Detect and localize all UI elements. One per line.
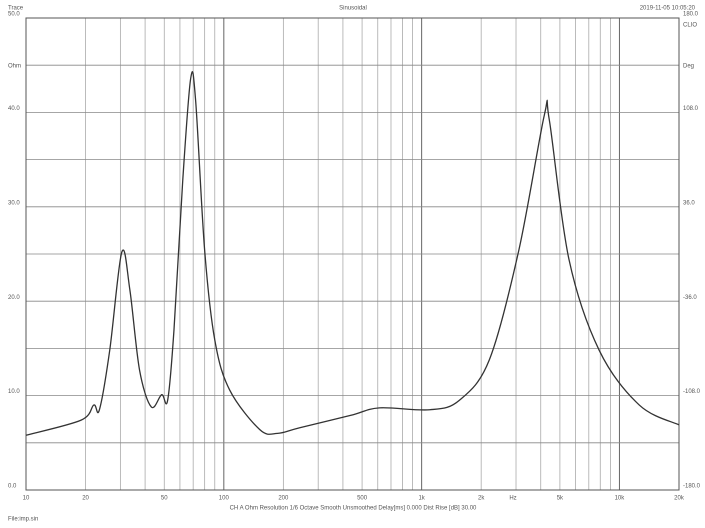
y-tick-label: 50.0 <box>8 12 20 18</box>
y2-tick-label: -36.0 <box>683 295 697 301</box>
x-tick-label: 20 <box>82 496 89 502</box>
y2-tick-label: 108.0 <box>683 106 699 112</box>
timestamp: 2019-11-05 10:05:20 <box>640 6 696 12</box>
x-axis-label: Hz <box>509 496 516 502</box>
y2-axis-label: Deg <box>683 64 694 70</box>
x-tick-label: 200 <box>278 496 289 502</box>
x-tick-label: 10k <box>615 496 626 502</box>
x-tick-label: 5k <box>557 496 564 502</box>
file-label: File:imp.sin <box>8 517 38 523</box>
y-tick-label: 30.0 <box>8 200 20 206</box>
y-axis-label: Ohm <box>8 64 21 70</box>
y-tick-label: 0.0 <box>8 484 17 490</box>
x-tick-label: 500 <box>357 496 368 502</box>
impedance-curve <box>25 71 680 436</box>
footer: CH A Ohm Resolution 1/6 Octave Smooth Un… <box>230 506 477 512</box>
x-tick-label: 100 <box>219 496 230 502</box>
x-tick-label: 50 <box>161 496 168 502</box>
y-tick-label: 20.0 <box>8 295 20 301</box>
y2-tick-label: -180.0 <box>683 484 701 490</box>
x-tick-label: 10 <box>23 496 30 502</box>
chart-title: Sinusoidal <box>339 6 367 12</box>
y-tick-label: 10.0 <box>8 389 20 395</box>
y2-tick-label: -108.0 <box>683 389 701 395</box>
header-left: Trace <box>8 6 24 12</box>
y2-tick-label: 180.0 <box>683 12 699 18</box>
x-tick-label: 2k <box>478 496 485 502</box>
brand: CLIO <box>683 23 697 29</box>
x-tick-label: 20k <box>674 496 685 502</box>
plot-frame <box>25 17 680 491</box>
y2-tick-label: 36.0 <box>683 200 695 206</box>
x-tick-label: 1k <box>418 496 425 502</box>
y-tick-label: 40.0 <box>8 106 20 112</box>
